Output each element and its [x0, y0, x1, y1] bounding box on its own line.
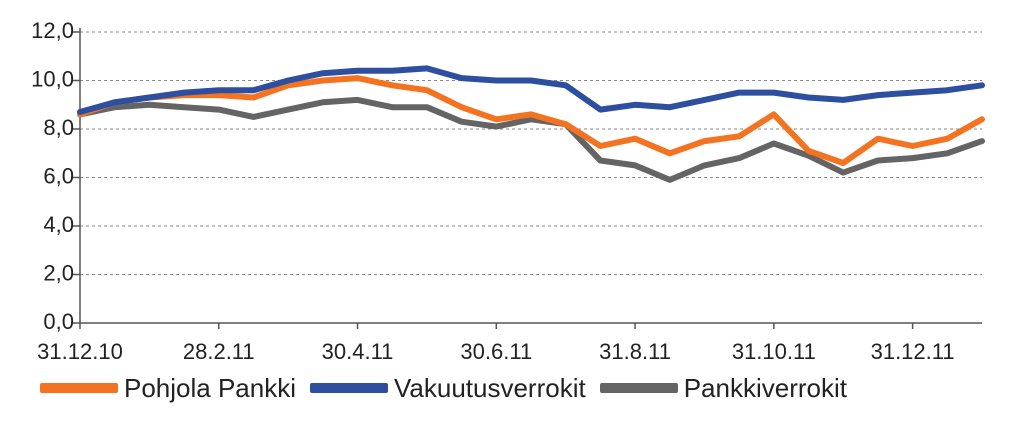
y-tick-label: 0,0: [43, 309, 74, 334]
x-tick-label: 30.4.11: [322, 339, 394, 364]
legend-label-pohjola-pankki: Pohjola Pankki: [124, 372, 296, 403]
series-line-pankkiverrokit: [77, 96, 985, 183]
legend-item-vakuutusverrokit: Vakuutusverrokit: [310, 373, 586, 404]
y-tick-labels: 0,0 2,0 4,0 6,0 8,0 10,0 12,0: [31, 18, 74, 334]
y-tick-label: 10,0: [31, 66, 74, 91]
legend-label-vakuutusverrokit: Vakuutusverrokit: [394, 372, 586, 403]
gridlines: [80, 31, 982, 275]
x-tick-label: 28.2.11: [183, 339, 255, 364]
legend-item-pankkiverrokit: Pankkiverrokit: [599, 372, 847, 404]
legend-swatch-vakuutusverrokit: [310, 383, 388, 393]
x-tick-label: 30.6.11: [460, 339, 532, 364]
y-tick-label: 8,0: [43, 115, 74, 140]
series-line-pohjola-pankki: [77, 75, 985, 166]
legend: Pohjola Pankki Vakuutusverrokit Pankkive…: [40, 368, 1000, 408]
legend-swatch-pankkiverrokit: [599, 383, 678, 393]
legend-item-pohjola-pankki: Pohjola Pankki: [40, 373, 296, 404]
y-tick-label: 2,0: [43, 260, 74, 285]
x-tick-label: 31.10.11: [732, 339, 816, 364]
x-tick-label: 31.12.11: [871, 339, 955, 364]
y-tick-label: 4,0: [43, 212, 74, 237]
legend-label-pankkiverrokit: Pankkiverrokit: [683, 372, 847, 403]
axes: [73, 28, 982, 329]
y-tick-label: 6,0: [43, 163, 74, 188]
y-tick-label: 12,0: [31, 18, 74, 43]
x-tick-labels: 31.12.10 28.2.11 30.4.11 30.6.11 31.8.11 31.1…: [37, 339, 954, 364]
x-tick-label: 31.12.10: [37, 339, 123, 364]
x-tick-label: 31.8.11: [599, 339, 671, 364]
series-line-vakuutusverrokit: [77, 65, 985, 115]
series-lines: [77, 65, 985, 183]
legend-swatch-pohjola-pankki: [40, 383, 118, 393]
